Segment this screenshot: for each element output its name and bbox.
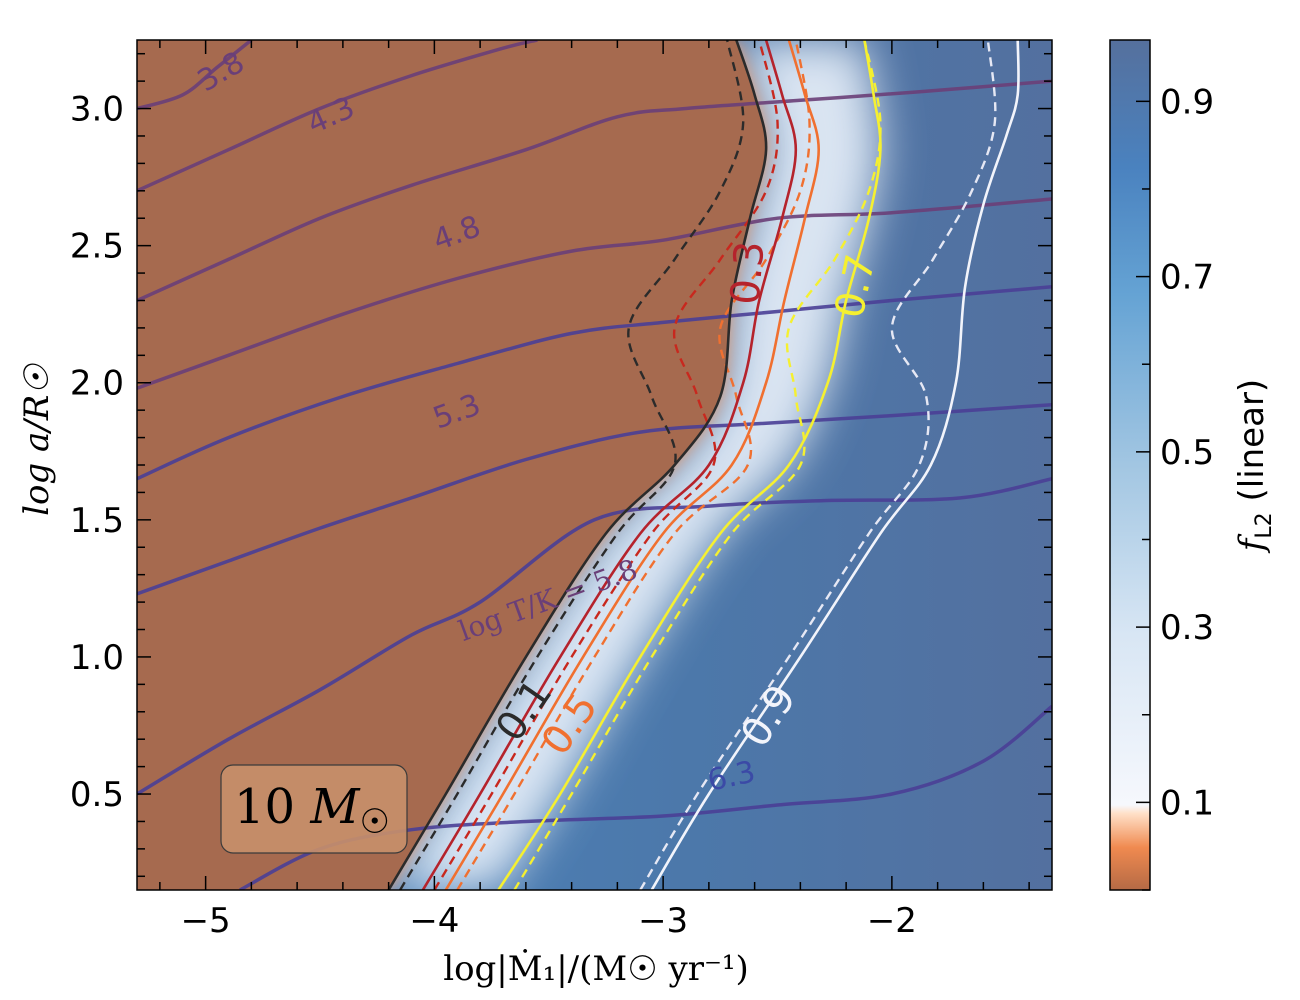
fL2-label-0.3: 0.3 xyxy=(722,239,773,306)
fL2-contour-0.5 xyxy=(444,40,821,890)
y-tick-label: 2.0 xyxy=(70,364,124,404)
axis-ticks xyxy=(137,40,1052,890)
fL2-dashed-contours xyxy=(399,40,997,890)
y-tick-label: 1.5 xyxy=(70,501,124,541)
x-tick-label: −3 xyxy=(638,901,688,941)
fL2-dashed-contour xyxy=(433,40,779,890)
fL2-dashed-contour xyxy=(456,40,811,890)
colorbar-tick-label: 0.3 xyxy=(1160,608,1214,648)
colorbar-tick-label: 0.7 xyxy=(1160,258,1214,298)
fL2-dashed-contour xyxy=(399,40,745,890)
fL2-contour-0.7 xyxy=(497,40,882,890)
colorbar-gradient xyxy=(1109,39,1151,891)
fL2-contour-0.9 xyxy=(650,40,1020,890)
x-axis-label: log|Ṁ₁|/(M☉ yr⁻¹) xyxy=(443,949,749,989)
fL2-contour-0.3 xyxy=(421,40,798,890)
colorbar-tick-label: 0.5 xyxy=(1160,433,1214,473)
colorbar-label: fL2 (linear) xyxy=(1232,379,1277,554)
x-tick-labels: −5 −4 −3 −2 xyxy=(181,901,917,941)
temperature-contour xyxy=(137,40,538,193)
colorbar-tick-label: 0.9 xyxy=(1160,82,1214,122)
temperature-contour xyxy=(137,197,1052,390)
temperature-contour xyxy=(137,285,1052,481)
mass-label: 10 M☉ xyxy=(234,779,390,842)
x-tick-label: −2 xyxy=(867,901,917,941)
x-tick-label: −4 xyxy=(409,901,459,941)
fL2-solid-contours xyxy=(387,40,1020,890)
temperature-contour xyxy=(137,476,1052,796)
colorbar-tick-label: 0.1 xyxy=(1160,783,1214,823)
y-axis-label: log a/R☉ xyxy=(17,363,57,516)
temperature-contour xyxy=(137,79,1052,303)
fL2-light-band xyxy=(388,40,881,890)
y-tick-label: 2.5 xyxy=(70,227,124,267)
colorbar: 0.1 0.3 0.5 0.7 0.9 fL2 (linear) xyxy=(1109,39,1277,891)
x-tick-label: −5 xyxy=(181,901,231,941)
fL2-dashed-contour xyxy=(639,40,997,890)
mass-label-box: 10 M☉ xyxy=(220,764,408,854)
y-tick-labels: 0.5 1.0 1.5 2.0 2.5 3.0 xyxy=(70,90,124,815)
y-tick-label: 3.0 xyxy=(70,90,124,130)
zero-fL2-region xyxy=(137,40,767,890)
y-tick-label: 0.5 xyxy=(70,775,124,815)
temperature-contour xyxy=(137,40,253,111)
y-tick-label: 1.0 xyxy=(70,638,124,678)
temperature-contour xyxy=(137,402,1052,596)
colorbar-ticks: 0.1 0.3 0.5 0.7 0.9 xyxy=(1136,82,1214,891)
fL2-contour-0.1 xyxy=(387,40,768,890)
